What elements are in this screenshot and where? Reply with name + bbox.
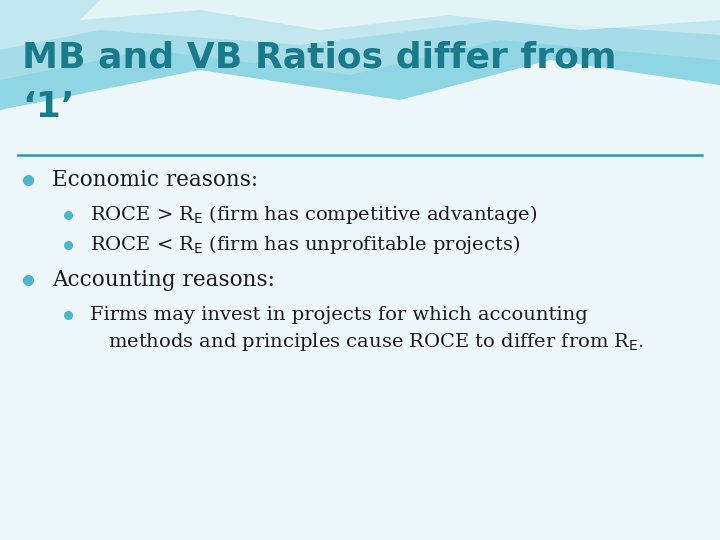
Text: Firms may invest in projects for which accounting: Firms may invest in projects for which a…: [90, 306, 588, 324]
Text: Economic reasons:: Economic reasons:: [52, 169, 258, 191]
Text: ROCE < R$_\mathrm{E}$ (firm has unprofitable projects): ROCE < R$_\mathrm{E}$ (firm has unprofit…: [90, 233, 520, 256]
Polygon shape: [0, 0, 720, 80]
Text: ‘1’: ‘1’: [22, 90, 74, 124]
Polygon shape: [0, 0, 720, 50]
Text: Accounting reasons:: Accounting reasons:: [52, 269, 275, 291]
Text: methods and principles cause ROCE to differ from R$_\mathrm{E}$.: methods and principles cause ROCE to dif…: [108, 331, 644, 353]
Text: MB and VB Ratios differ from: MB and VB Ratios differ from: [22, 40, 616, 74]
Text: ROCE > R$_\mathrm{E}$ (firm has competitive advantage): ROCE > R$_\mathrm{E}$ (firm has competit…: [90, 204, 537, 226]
Polygon shape: [80, 0, 720, 30]
Polygon shape: [0, 0, 720, 110]
